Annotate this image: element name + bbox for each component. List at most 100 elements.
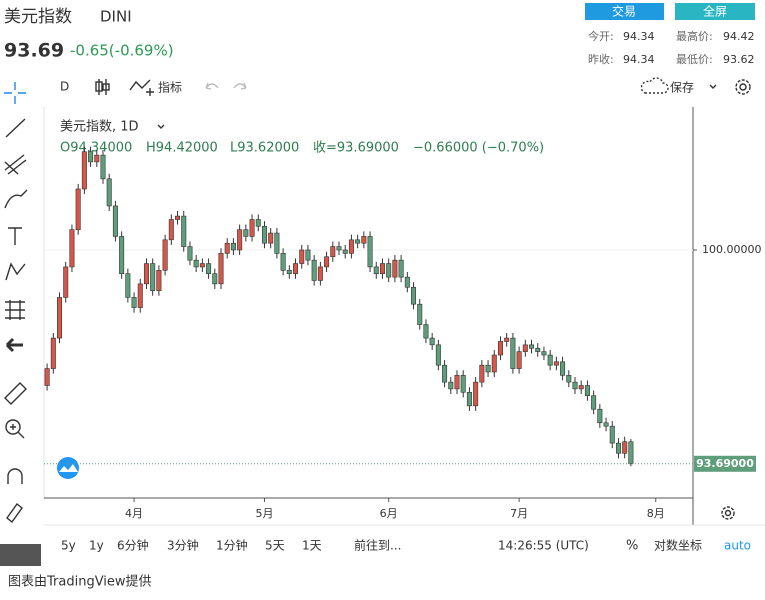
candle-body [473,381,479,407]
candle-body [299,249,305,264]
x-tick-label: 5月 [255,507,273,520]
candle-body [330,246,336,258]
candle-body [442,364,448,383]
candle-body [448,381,454,390]
interval-button[interactable]: D [60,80,69,94]
range-button[interactable]: 6分钟 [117,538,149,553]
candle-body [398,259,404,278]
range-button[interactable]: 3分钟 [167,538,199,553]
trade-button-label[interactable]: 交易 [612,4,636,19]
range-button[interactable]: 5天 [265,539,285,553]
candle-body [125,273,131,298]
range-button[interactable]: 5y [61,539,76,553]
candle-body [479,364,485,383]
left-toolbar[interactable] [4,82,28,524]
candle-body [44,368,50,386]
legend-values: O94.34000 H94.42000 L93.62000 收=93.69000… [60,141,544,156]
candle-body [94,154,100,163]
footer: 图表由TradingView提供 [8,574,152,590]
candle-body [497,341,503,356]
percent-toggle[interactable]: % [626,539,638,554]
candle-body [355,239,361,244]
redo-icon[interactable] [233,82,247,90]
candle-body [597,408,603,424]
x-tick-label: 4月 [125,507,143,520]
candle-body [106,178,112,207]
indicator-button[interactable]: 指标 [158,80,182,95]
candle-body [485,364,491,373]
candle-body [249,219,255,237]
candle-body [206,263,212,275]
log-toggle[interactable]: 对数坐标 [654,538,702,553]
last-price-label: 93.69000 [696,457,754,470]
settings-icon[interactable] [735,79,751,95]
candle-body [131,297,137,308]
clock: 14:26:55 (UTC) [498,539,589,553]
legend-low: L93.62000 [230,141,299,156]
legend-menu-icon[interactable] [157,124,165,129]
candle-body [212,273,218,285]
candle-body [137,283,143,308]
fullscreen-button-label[interactable]: 全屏 [703,4,727,19]
stat-label: 今开: [588,29,614,43]
stat-value: 94.34 [623,53,655,66]
save-icon[interactable] [640,77,669,94]
legend-title[interactable]: 美元指数, 1D [60,120,139,135]
range-button[interactable]: 1分钟 [216,538,248,553]
candle-body [175,215,181,220]
candle-body [522,344,528,352]
candle-body [119,236,125,275]
candle-body [88,151,94,163]
auto-toggle[interactable]: auto [724,539,751,553]
candle-body [150,263,156,291]
candle-body [261,225,267,244]
candle-body [491,354,497,373]
candle-body [417,303,423,325]
stat-value: 94.42 [723,30,755,43]
save-menu-icon[interactable] [709,84,717,89]
candle-body [230,242,236,251]
candle-body [591,395,597,410]
candle-body [553,361,559,366]
candle-body [547,354,553,366]
fullscreen-button[interactable] [675,3,755,20]
candle-body [293,263,299,275]
candle-body [423,324,429,339]
x-tick-label: 6月 [380,507,398,520]
axis-settings-icon[interactable] [721,506,735,520]
candle-body [379,263,385,275]
candle-body [286,270,292,275]
trade-button[interactable] [585,3,664,20]
candle-body [57,297,63,339]
candle-body [609,425,615,444]
stat-value: 94.34 [623,30,655,43]
y-tick-label: 100.00000 [702,243,762,256]
stat-label: 最高价: [676,29,713,43]
candle-body [317,266,323,281]
save-button[interactable]: 保存 [670,81,694,95]
candle-body [162,239,168,271]
left-toolbar-toggle[interactable] [0,544,41,566]
candle-body [168,219,174,241]
candle-body [466,391,472,407]
candle-body [112,205,118,237]
goto-button[interactable]: 前往到... [354,538,401,553]
candle-body [367,236,373,268]
legend-change: −0.66000 (−0.70%) [413,141,544,156]
candle-body [435,344,441,366]
candle-body [63,266,69,298]
undo-icon[interactable] [205,82,219,90]
candle-body [255,219,261,227]
candle-body [392,259,398,278]
candle-body [336,246,342,251]
candle-body [193,259,199,268]
range-button[interactable]: 1y [89,539,104,553]
range-button[interactable]: 1天 [302,539,322,553]
chart-type-icon[interactable] [95,79,110,95]
candle-body [100,154,106,180]
candle-body [516,351,522,369]
candle-body [560,361,566,376]
logo [57,457,79,479]
indicator-icon[interactable] [129,79,154,96]
candle-body [199,263,205,268]
